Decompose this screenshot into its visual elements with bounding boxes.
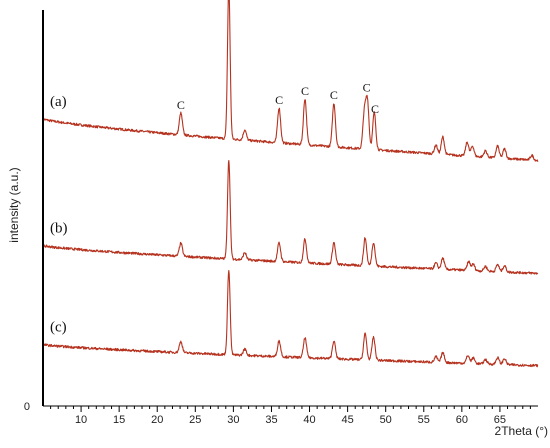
x-tick-label: 10	[75, 414, 87, 426]
peak-label: C	[371, 102, 379, 116]
peak-label: C	[363, 81, 371, 95]
y-tick-layer: 0	[24, 401, 30, 413]
x-tick-label: 15	[113, 414, 125, 426]
series-line	[42, 159, 539, 275]
y-tick-label: 0	[24, 401, 30, 413]
x-tick-label: 35	[265, 414, 277, 426]
x-tick-layer: 10 15 20 25 30 35 40 45 50 55 60 65	[50, 406, 531, 426]
x-axis-title: 2Theta (°)	[495, 424, 548, 438]
series-label: (c)	[50, 320, 67, 336]
series-line	[42, 0, 539, 162]
series-layer	[42, 0, 539, 368]
peak-label: C	[275, 93, 283, 107]
peak-label-layer: CCCCCCC	[177, 81, 379, 116]
series-line	[42, 270, 539, 368]
peak-label: C	[177, 98, 185, 112]
series-label: (b)	[50, 221, 68, 237]
series-label-layer: (a) (b) (c)	[50, 94, 68, 336]
x-tick-label: 45	[341, 414, 353, 426]
axis-layer	[42, 10, 538, 407]
y-axis-title: intensity (a.u.)	[7, 167, 21, 242]
x-tick-label: 50	[380, 414, 392, 426]
x-tick-label: 25	[189, 414, 201, 426]
series-label: (a)	[50, 94, 67, 110]
x-tick-label: 20	[151, 414, 163, 426]
x-tick-label: 30	[227, 414, 239, 426]
x-tick-label: 55	[418, 414, 430, 426]
peak-label: C	[301, 84, 309, 98]
x-tick-label: 40	[303, 414, 315, 426]
x-tick-label: 65	[494, 414, 506, 426]
peak-label: C	[330, 88, 338, 102]
x-tick-label: 60	[456, 414, 468, 426]
